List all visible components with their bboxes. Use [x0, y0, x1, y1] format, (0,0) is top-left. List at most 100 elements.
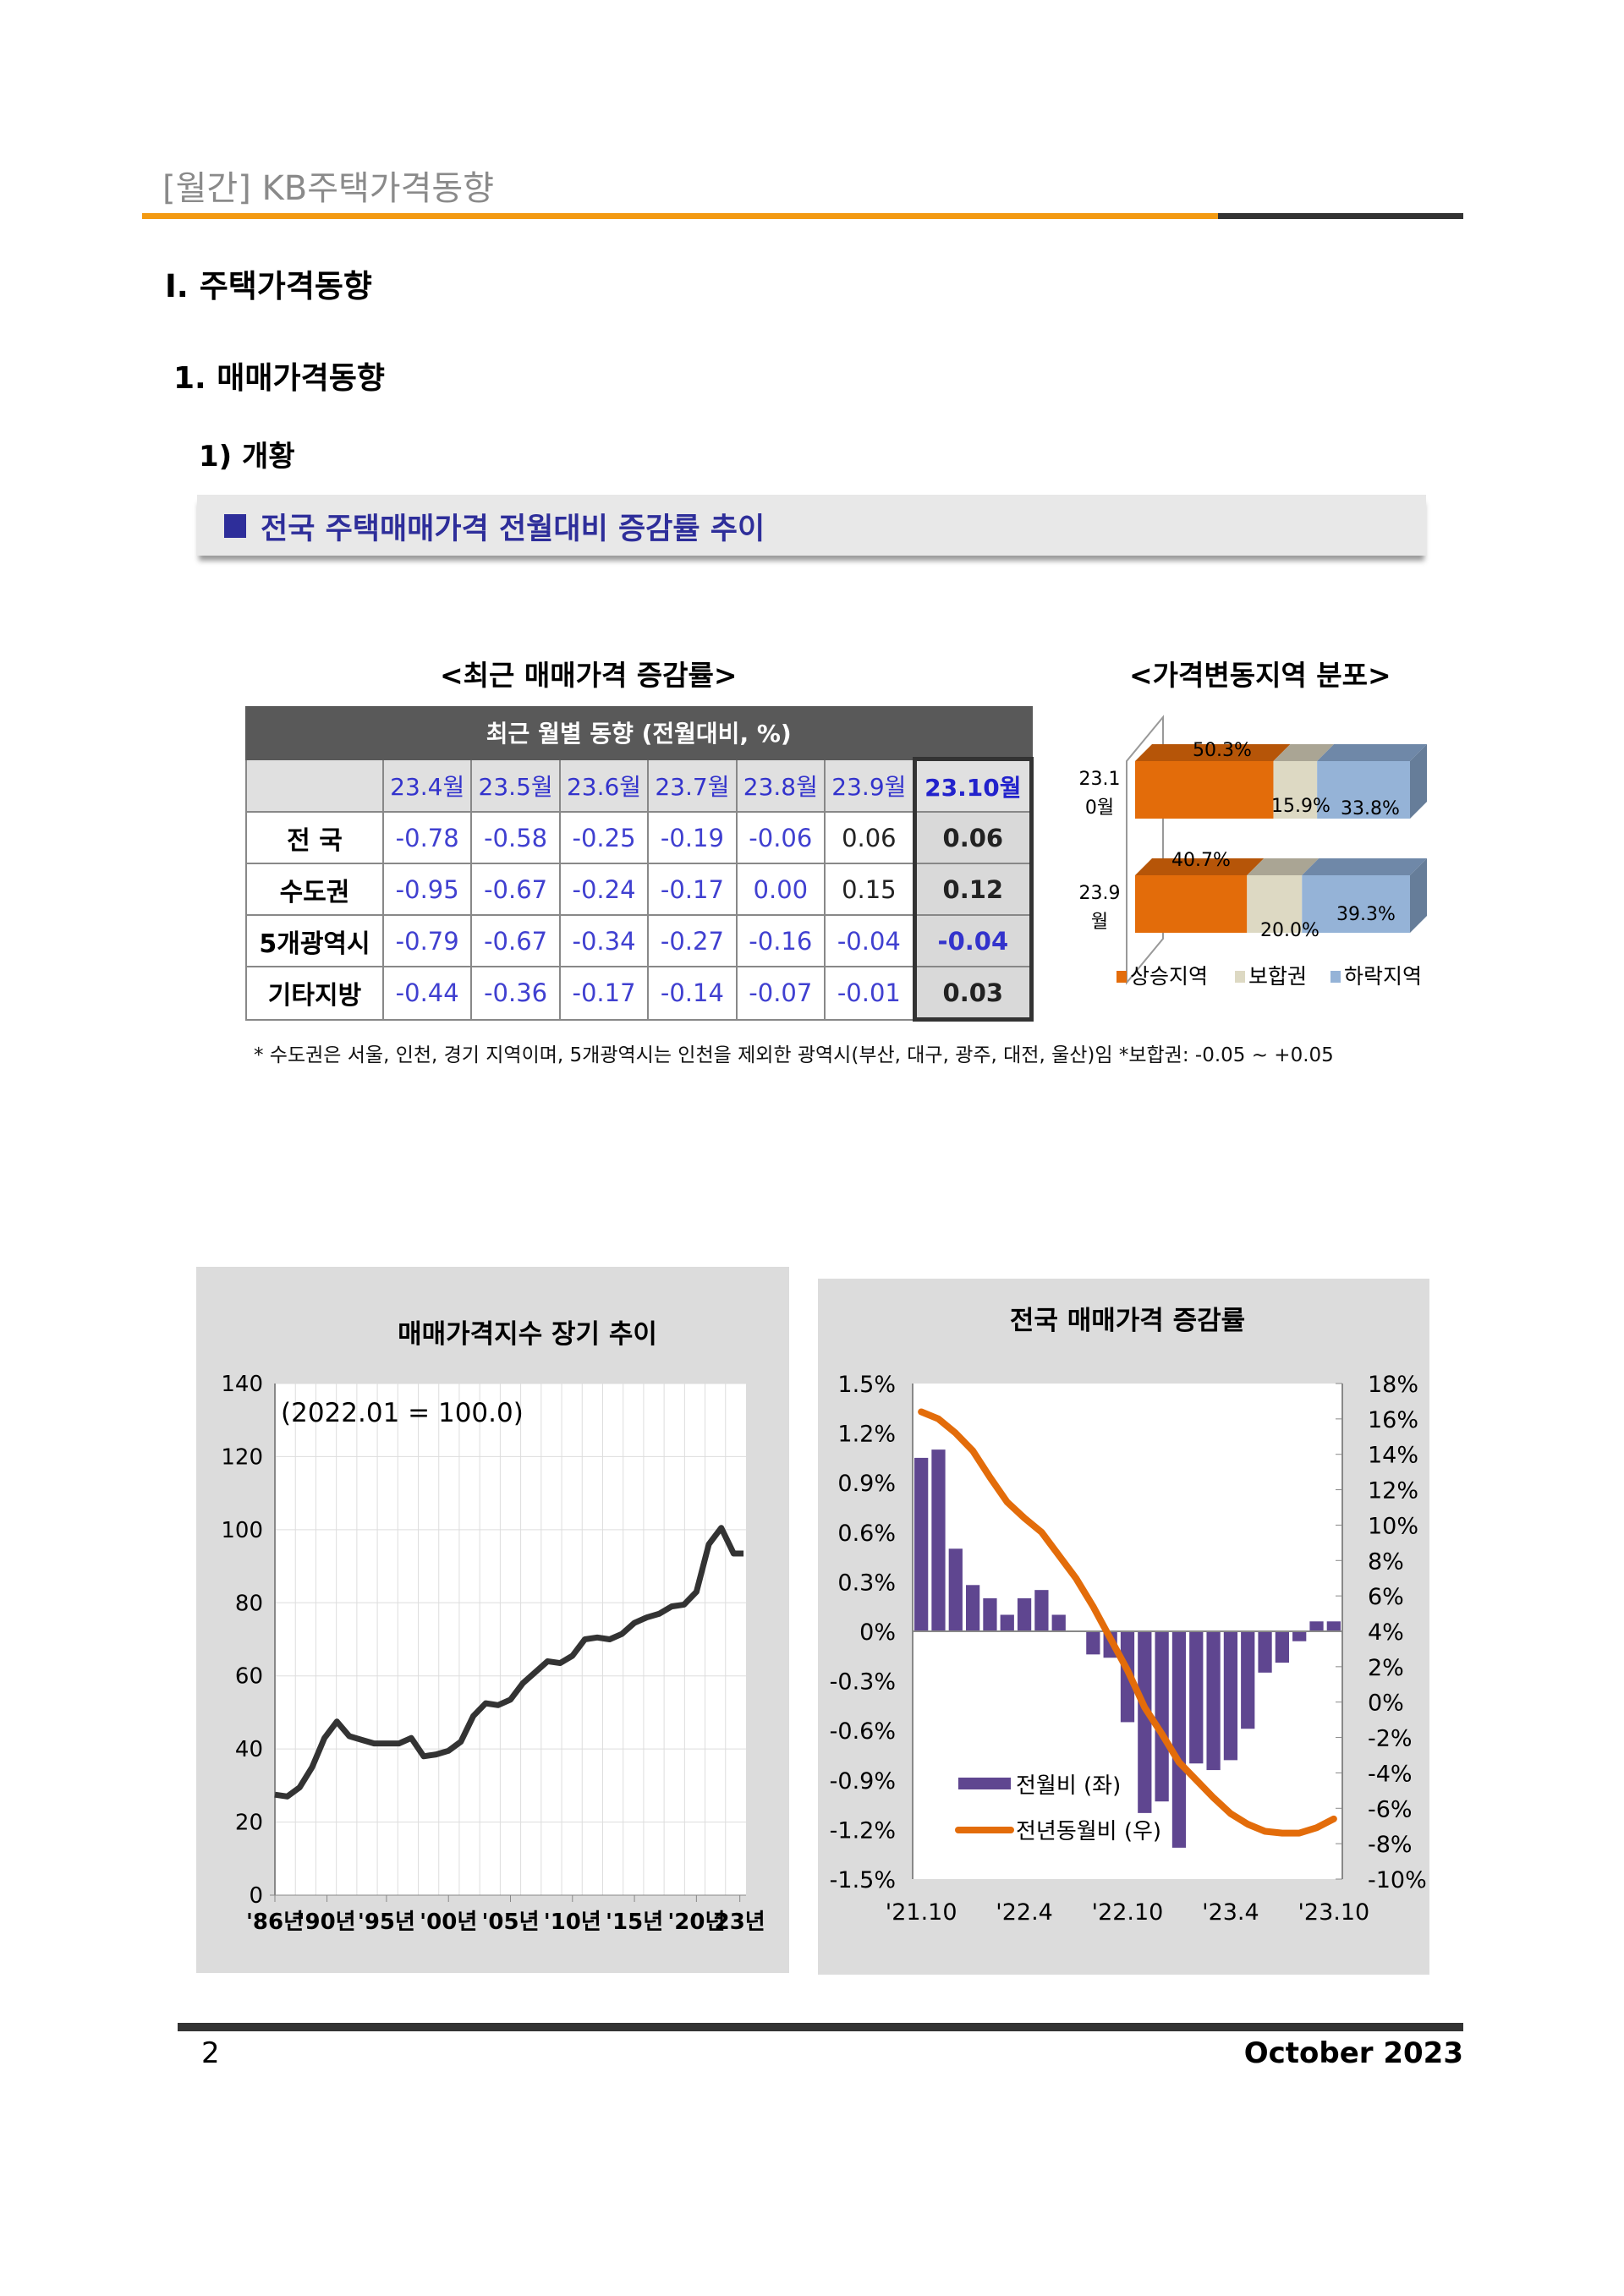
right-y-tick-label: 10% — [1368, 1513, 1418, 1539]
table-cell: -0.67 — [470, 914, 561, 967]
legend-label: 전월비 (좌) — [1016, 1773, 1121, 1799]
table-row: 기타지방 -0.44 -0.36 -0.17 -0.14 -0.07 -0.01 0.03 — [245, 966, 1034, 1022]
left-y-tick-label: 1.2% — [837, 1422, 896, 1448]
data-label: 20.0% — [1260, 920, 1320, 941]
x-tick-label: '90년 — [299, 1910, 356, 1935]
y-tick-label: 120 — [221, 1444, 263, 1470]
right-y-tick-label: 12% — [1368, 1478, 1418, 1504]
growth-bar — [1138, 1631, 1152, 1813]
bar-segment — [1247, 875, 1303, 933]
bar-side-face — [1410, 744, 1427, 819]
table-header: 최근 월별 동향 (전월대비, %) — [245, 706, 1033, 760]
growth-bar — [914, 1457, 929, 1631]
left-y-tick-label: -0.6% — [830, 1718, 896, 1745]
national-growth-chart: 전국 매매가격 증감률 1.5% 1.2% 0.9% 0.6% 0.3% 0% -0.3% -0… — [830, 1306, 1427, 1926]
bar-top-face — [1302, 858, 1427, 875]
table-cell: -0.01 — [824, 966, 916, 1021]
month-header: 23.5월 — [470, 758, 561, 813]
y-tick-label: 0 — [249, 1883, 263, 1909]
growth-bar — [1017, 1597, 1032, 1631]
y-tick-label: 60 — [235, 1664, 263, 1690]
x-tick-label: '10년 — [544, 1910, 601, 1935]
right-y-tick-label: -4% — [1368, 1761, 1413, 1787]
table-cell: -0.19 — [647, 811, 738, 864]
month-header: 23.7월 — [647, 758, 738, 813]
left-y-tick-label: -1.2% — [830, 1817, 896, 1844]
legend-label: 하락지역 — [1344, 964, 1422, 989]
y-tick-label: 40 — [235, 1737, 263, 1762]
table-cell: -0.07 — [735, 966, 826, 1021]
bar-segment — [1135, 875, 1248, 933]
table-cell: 0.06 — [912, 811, 1034, 864]
corner-cell — [245, 758, 384, 813]
growth-bar — [1086, 1631, 1100, 1655]
table-cell: 0.12 — [912, 863, 1034, 916]
table-cell: -0.17 — [558, 966, 650, 1021]
x-tick-label: '23.4 — [1202, 1899, 1259, 1926]
table-cell: -0.04 — [824, 914, 916, 967]
right-y-tick-label: 4% — [1368, 1619, 1404, 1646]
topic-banner — [197, 495, 1426, 556]
table-cell: -0.16 — [735, 914, 826, 967]
table-cell: -0.34 — [558, 914, 650, 967]
y-tick-label: 20 — [235, 1811, 263, 1836]
sub-subsection-heading: 1) 개황 — [199, 440, 295, 474]
growth-bar — [1292, 1631, 1307, 1641]
right-y-tick-label: -6% — [1368, 1796, 1413, 1822]
table-cell: -0.06 — [735, 811, 826, 864]
bar-side-face — [1410, 858, 1427, 933]
x-tick-label: '20년 — [667, 1910, 725, 1935]
table-cell: -0.27 — [647, 914, 738, 967]
base-annotation: (2022.01 = 100.0) — [281, 1398, 524, 1428]
month-header: 23.9월 — [824, 758, 916, 813]
bar-segment — [1135, 761, 1274, 819]
legend-label: 상승지역 — [1130, 964, 1208, 989]
data-label: 39.3% — [1336, 904, 1396, 925]
x-tick-label: '00년 — [420, 1910, 477, 1935]
right-y-tick-label: -2% — [1368, 1726, 1413, 1752]
month-header: 23.6월 — [558, 758, 650, 813]
growth-bar — [983, 1597, 997, 1631]
growth-bar — [1189, 1631, 1204, 1764]
report-date: October 2023 — [1243, 2036, 1463, 2070]
distribution-chart-title: <가격변동지역 분포> — [1129, 659, 1391, 692]
square-bullet-icon — [224, 514, 246, 538]
x-tick-label: '21.10 — [886, 1899, 957, 1926]
bar-segment — [1302, 875, 1410, 933]
page-number: 2 — [201, 2036, 220, 2070]
x-tick-label: '23.10 — [1298, 1899, 1369, 1926]
data-label: 50.3% — [1193, 740, 1252, 761]
price-change-table: 최근 월별 동향 (전월대비, %) 23.4월 23.5월 23.6월 23.7월 2… — [245, 706, 1034, 1022]
right-y-tick-label: 14% — [1368, 1443, 1418, 1469]
x-tick-label: '95년 — [358, 1910, 415, 1935]
x-tick-label: '22.10 — [1092, 1899, 1164, 1926]
category-label: 23.1 — [1079, 769, 1121, 790]
table-cell: 0.03 — [912, 966, 1034, 1022]
growth-bar — [948, 1548, 963, 1631]
row-label: 전 국 — [245, 811, 384, 864]
right-y-tick-label: -8% — [1368, 1832, 1413, 1858]
data-label: 15.9% — [1271, 796, 1330, 817]
growth-bar — [1000, 1614, 1014, 1631]
month-header: 23.10월 — [912, 757, 1034, 813]
yoy-line — [918, 1408, 1337, 1837]
growth-bar — [965, 1585, 980, 1631]
table-cell: -0.24 — [558, 863, 650, 916]
left-y-tick-label: 0.9% — [837, 1471, 896, 1497]
bar-top-face — [1273, 744, 1335, 761]
x-tick-label: '15년 — [606, 1910, 663, 1935]
data-label: 33.8% — [1341, 798, 1400, 819]
table-cell: -0.78 — [381, 811, 473, 864]
region-distribution-chart: 23.1 0월 23.9 월 50.3% 40.7% 15.9% 20.0% 33.8% 39.3… — [1079, 715, 1427, 989]
growth-bar — [931, 1449, 946, 1631]
header-divider-orange — [142, 213, 1218, 219]
category-label: 23.9 — [1079, 883, 1121, 904]
legend-bar-swatch — [958, 1778, 1011, 1789]
growth-bar — [1051, 1614, 1066, 1631]
category-label: 월 — [1091, 912, 1108, 933]
left-y-tick-label: -0.9% — [830, 1768, 896, 1795]
table-row: 전 국 -0.78 -0.58 -0.25 -0.19 -0.06 0.06 0.06 — [245, 811, 1034, 864]
subsection-heading: 1. 매매가격동향 — [173, 361, 385, 396]
header-divider-dark — [1218, 213, 1463, 219]
bar-segment — [1317, 761, 1410, 819]
